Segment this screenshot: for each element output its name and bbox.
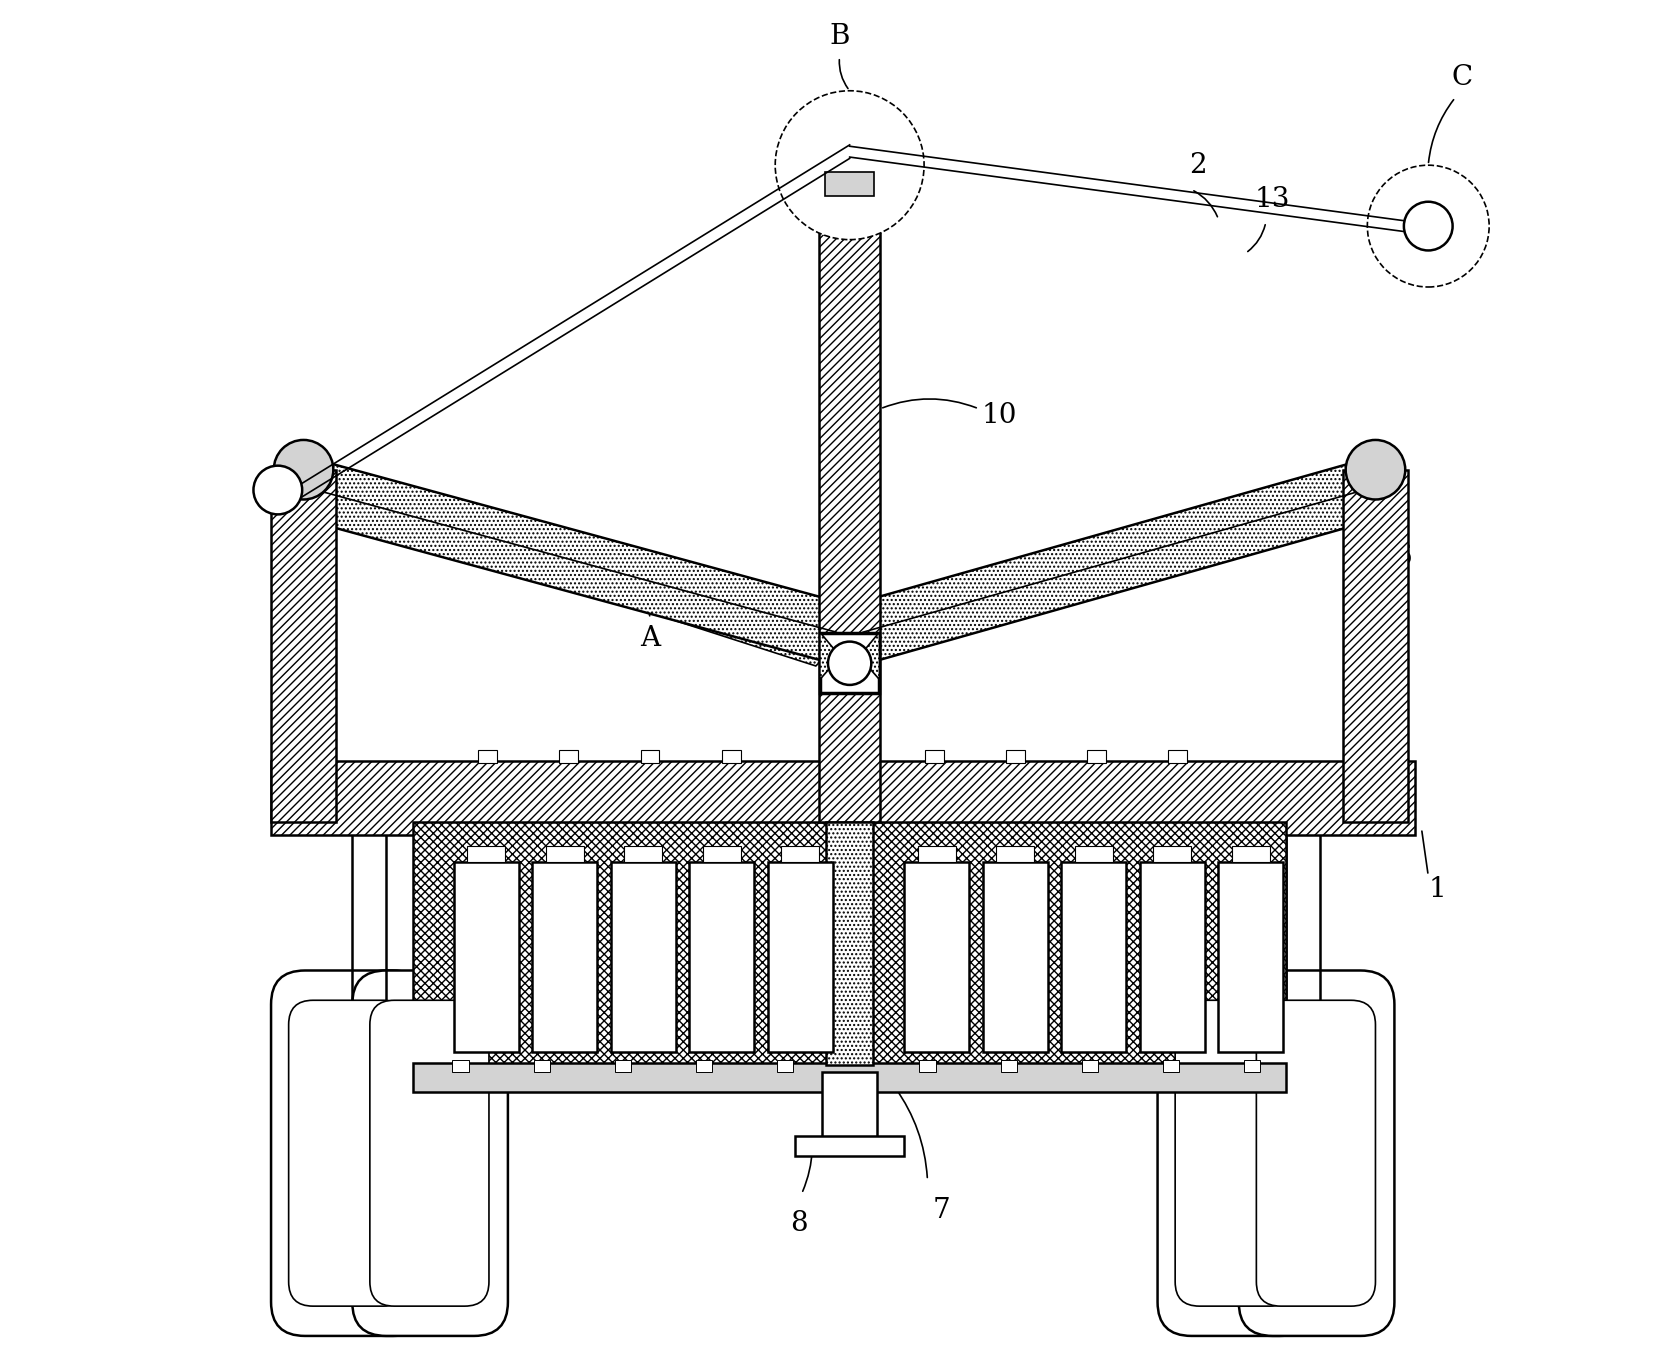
Bar bbox=[270, 470, 336, 822]
Bar bbox=[479, 750, 497, 764]
Bar bbox=[453, 862, 519, 1052]
Bar bbox=[559, 750, 578, 764]
Text: 6: 6 bbox=[1395, 544, 1412, 571]
Bar bbox=[982, 862, 1048, 1052]
Text: 2: 2 bbox=[1189, 152, 1207, 179]
Bar bbox=[270, 761, 1415, 836]
Text: B: B bbox=[829, 23, 850, 50]
FancyBboxPatch shape bbox=[289, 1000, 408, 1306]
Bar bbox=[1088, 750, 1106, 764]
FancyBboxPatch shape bbox=[353, 970, 509, 1336]
Polygon shape bbox=[858, 454, 1400, 662]
Bar bbox=[1075, 845, 1113, 862]
Bar bbox=[452, 1060, 468, 1072]
Bar bbox=[625, 845, 662, 862]
Bar bbox=[920, 1060, 935, 1072]
Bar bbox=[826, 173, 875, 196]
Bar bbox=[1244, 1060, 1261, 1072]
Circle shape bbox=[274, 440, 334, 500]
Bar bbox=[467, 845, 505, 862]
Polygon shape bbox=[819, 632, 840, 680]
Text: A: A bbox=[640, 625, 660, 652]
Bar bbox=[546, 845, 584, 862]
Circle shape bbox=[254, 466, 302, 514]
Bar bbox=[697, 1060, 712, 1072]
Bar bbox=[532, 862, 598, 1052]
Text: 7: 7 bbox=[932, 1196, 950, 1223]
Bar bbox=[997, 845, 1034, 862]
Bar bbox=[777, 1060, 794, 1072]
FancyBboxPatch shape bbox=[1256, 1000, 1375, 1306]
Bar bbox=[1081, 1060, 1098, 1072]
Circle shape bbox=[828, 641, 871, 685]
Bar bbox=[1169, 750, 1187, 764]
Text: 5: 5 bbox=[1387, 632, 1405, 659]
Circle shape bbox=[1404, 201, 1452, 250]
Bar bbox=[704, 845, 740, 862]
Bar bbox=[690, 862, 754, 1052]
Text: 10: 10 bbox=[982, 402, 1017, 429]
Polygon shape bbox=[292, 463, 843, 666]
Bar bbox=[918, 845, 955, 862]
Text: 13: 13 bbox=[1254, 186, 1289, 212]
Bar bbox=[641, 750, 660, 764]
Bar bbox=[767, 862, 833, 1052]
Bar bbox=[1153, 845, 1192, 862]
Bar bbox=[413, 1063, 1286, 1093]
Bar bbox=[925, 750, 944, 764]
Bar bbox=[1219, 862, 1283, 1052]
Bar bbox=[819, 633, 880, 693]
Bar bbox=[1001, 1060, 1017, 1072]
Bar bbox=[534, 1060, 549, 1072]
Bar bbox=[615, 1060, 631, 1072]
FancyBboxPatch shape bbox=[1157, 970, 1313, 1336]
Bar bbox=[1006, 750, 1024, 764]
Bar bbox=[413, 822, 1286, 1065]
Polygon shape bbox=[279, 454, 841, 662]
Bar bbox=[819, 192, 880, 822]
Bar bbox=[781, 845, 819, 862]
Bar bbox=[823, 1072, 878, 1147]
Bar bbox=[826, 822, 873, 1065]
Bar bbox=[1232, 845, 1269, 862]
Bar bbox=[1061, 862, 1127, 1052]
Circle shape bbox=[776, 91, 923, 239]
Text: C: C bbox=[1452, 64, 1472, 91]
Polygon shape bbox=[860, 632, 880, 680]
Circle shape bbox=[1345, 440, 1405, 500]
Text: 8: 8 bbox=[791, 1210, 808, 1237]
Bar bbox=[1140, 862, 1206, 1052]
Circle shape bbox=[1367, 166, 1489, 287]
Bar bbox=[905, 862, 969, 1052]
FancyBboxPatch shape bbox=[1175, 1000, 1295, 1306]
FancyBboxPatch shape bbox=[1239, 970, 1395, 1336]
Bar bbox=[1343, 470, 1409, 822]
Text: 1: 1 bbox=[1429, 875, 1446, 902]
FancyBboxPatch shape bbox=[270, 970, 426, 1336]
FancyBboxPatch shape bbox=[369, 1000, 489, 1306]
Bar bbox=[794, 1136, 905, 1157]
Bar bbox=[722, 750, 740, 764]
Bar bbox=[1164, 1060, 1179, 1072]
Bar bbox=[611, 862, 675, 1052]
